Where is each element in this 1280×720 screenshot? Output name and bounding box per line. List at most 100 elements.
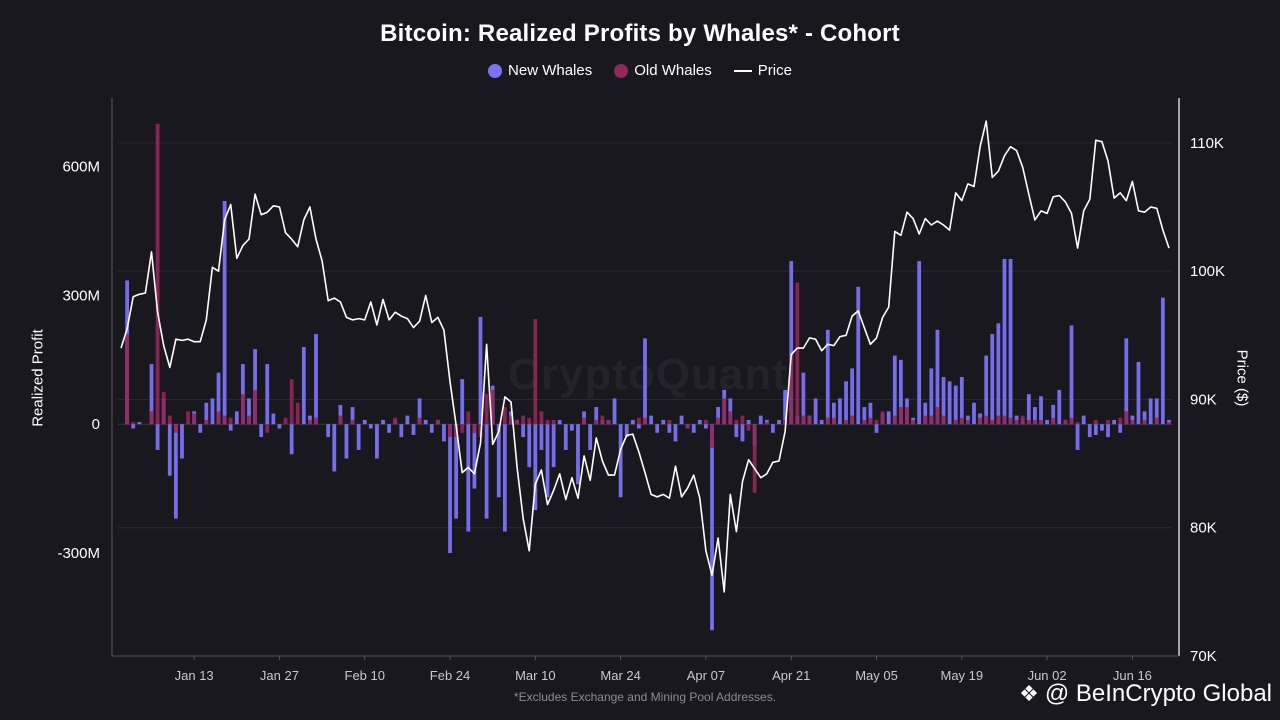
old-whales-bar xyxy=(850,415,855,425)
x-tick-label: Mar 10 xyxy=(515,668,555,683)
new-whales-bar xyxy=(850,368,855,425)
new-whales-bar xyxy=(259,424,264,438)
old-whales-bar xyxy=(1093,419,1098,425)
old-whales-bar xyxy=(905,407,909,425)
price-line-swatch-icon xyxy=(733,69,752,72)
old-whales-bar xyxy=(1118,417,1123,425)
old-whales-bar xyxy=(314,417,318,425)
new-whales-bar xyxy=(1093,424,1098,435)
new-whales-bar xyxy=(472,424,477,489)
new-whales-bar xyxy=(1142,411,1147,425)
new-whales-bar xyxy=(764,419,769,425)
old-whales-bar xyxy=(283,417,288,425)
old-whales-bar xyxy=(710,424,714,448)
new-whales-bar xyxy=(277,424,282,429)
new-whales-bar xyxy=(149,364,154,425)
old-whales-bar xyxy=(1130,419,1135,425)
y-axis-title-right: Price ($) xyxy=(1233,349,1251,407)
new-whales-bar xyxy=(618,424,623,498)
new-whales-bar xyxy=(289,424,294,455)
old-whales-bar xyxy=(167,415,172,425)
old-whales-bar xyxy=(746,424,751,431)
new-whales-bar xyxy=(180,424,184,459)
new-whales-bar xyxy=(856,286,861,425)
new-whales-bar xyxy=(344,424,349,459)
new-whales-bar xyxy=(1154,398,1159,425)
new-whales-bar xyxy=(496,424,501,498)
new-whales-bar xyxy=(301,346,306,425)
x-tick-label: Jan 27 xyxy=(260,668,299,683)
x-tick-label: May 19 xyxy=(940,668,983,683)
old-whales-bar xyxy=(125,334,130,425)
y-tick-label-right: 70K xyxy=(1190,648,1217,665)
new-whales-bar xyxy=(746,419,751,425)
diamond-logo-icon: ❖ xyxy=(1019,681,1039,706)
new-whales-bar xyxy=(1167,419,1171,425)
old-whales-bar xyxy=(795,282,800,425)
new-whales-bar xyxy=(429,424,434,433)
new-whales-bar xyxy=(411,424,416,435)
old-whales-bar xyxy=(216,411,221,425)
new-whales-bar xyxy=(624,424,629,438)
old-whales-bar xyxy=(502,407,507,425)
new-whales-bar xyxy=(1160,297,1165,425)
legend-label: New Whales xyxy=(508,62,593,79)
old-whales-bar xyxy=(935,407,940,425)
new-whales-bar xyxy=(167,424,172,476)
legend-item-price[interactable]: Price xyxy=(733,62,792,79)
x-tick-label: Apr 21 xyxy=(772,668,810,683)
old-whales-bar xyxy=(350,419,355,425)
old-whales-bar xyxy=(1020,415,1025,425)
legend-label: Price xyxy=(757,62,792,79)
new-whales-bar xyxy=(1112,419,1117,425)
old-whales-bar xyxy=(1014,419,1019,425)
new-whales-bar xyxy=(1026,394,1031,425)
new-whales-bar xyxy=(783,389,788,425)
legend-label: Old Whales xyxy=(634,62,712,79)
legend-item-new-whales[interactable]: New Whales xyxy=(488,62,592,79)
new-whales-bar xyxy=(813,398,818,425)
new-whales-bar xyxy=(557,419,562,425)
new-whales-bar xyxy=(862,407,867,425)
new-whales-bar xyxy=(484,424,489,519)
old-whales-bar xyxy=(637,417,641,425)
new-whales-bar xyxy=(838,398,842,425)
x-tick-label: Mar 24 xyxy=(600,668,640,683)
old-whales-bar xyxy=(1063,419,1068,425)
new-whales-bar xyxy=(563,424,568,450)
y-tick-label-right: 90K xyxy=(1190,391,1217,408)
new-whales-bar xyxy=(1069,325,1074,425)
old-whales-bar xyxy=(466,411,471,425)
new-whales-bar xyxy=(947,381,952,425)
new-whales-bar xyxy=(825,329,830,425)
new-whales-bar xyxy=(972,402,976,425)
old-whales-bar xyxy=(247,415,251,425)
new-whales-bar xyxy=(673,424,678,442)
old-whales-bar xyxy=(435,419,440,425)
new-whales-bar xyxy=(466,424,471,532)
old-whales-bar xyxy=(490,389,495,425)
new-whales-bar xyxy=(368,424,373,429)
new-whales-bar xyxy=(198,424,203,433)
new-whales-bar xyxy=(204,402,209,425)
old-whales-bar xyxy=(484,394,489,425)
new-whales-bar xyxy=(234,411,239,425)
old-whales-bar xyxy=(740,415,745,425)
new-whales-bar xyxy=(576,424,580,485)
old-whales-bar xyxy=(825,417,830,425)
new-whales-bar xyxy=(1045,419,1049,425)
legend: New Whales Old Whales Price xyxy=(0,62,1280,79)
x-tick-label: Jan 13 xyxy=(175,668,214,683)
new-whales-bar xyxy=(253,349,257,425)
new-whales-bar xyxy=(941,377,946,425)
legend-item-old-whales[interactable]: Old Whales xyxy=(614,62,712,79)
new-whales-bar xyxy=(789,261,794,425)
old-whales-bar xyxy=(515,419,519,425)
x-tick-label: Feb 24 xyxy=(430,668,470,683)
new-whales-bar xyxy=(996,323,1001,425)
old-whales-bar xyxy=(966,419,970,425)
old-whales-bar xyxy=(728,411,733,425)
old-whales-bar xyxy=(545,419,550,425)
new-whales-bar xyxy=(131,424,136,429)
old-whales-bar xyxy=(606,419,611,425)
